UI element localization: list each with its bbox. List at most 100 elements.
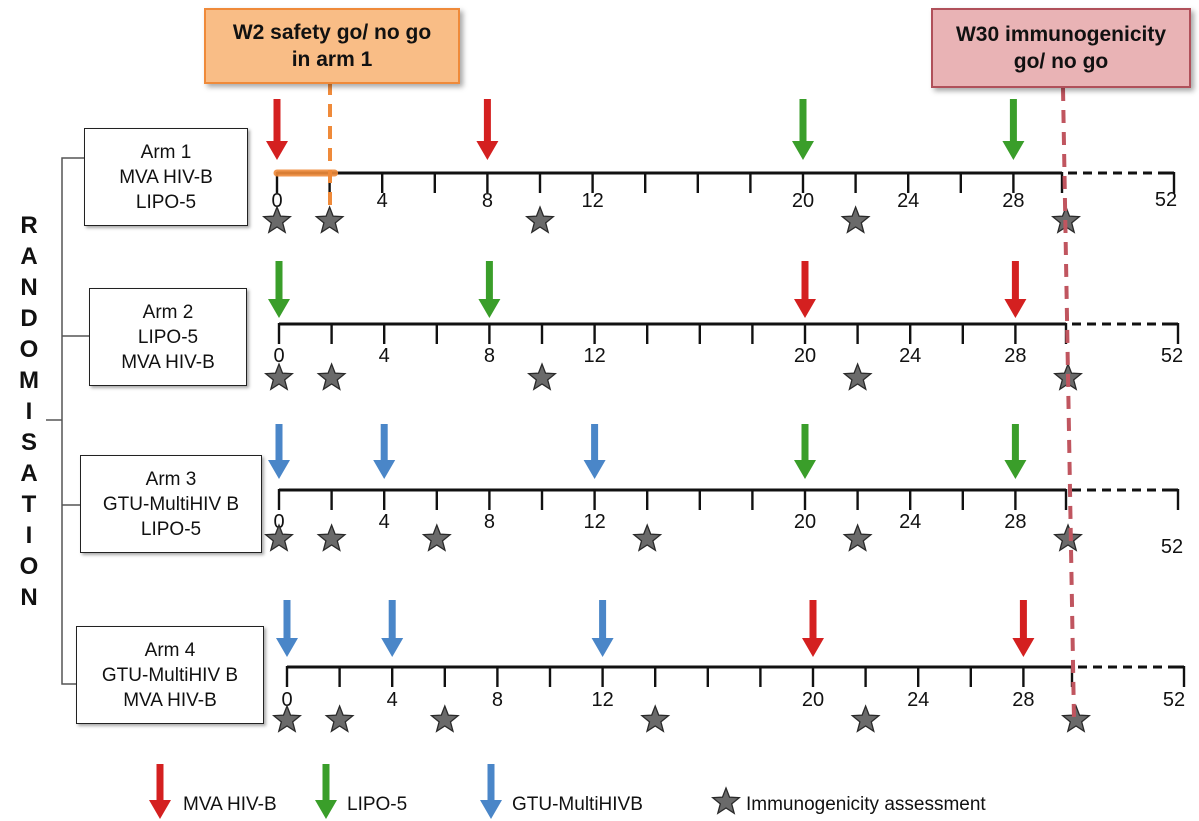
immunogenicity-star bbox=[632, 523, 663, 552]
rand-letter: N bbox=[20, 584, 38, 611]
arm-4-product-1: GTU-MultiHIV B bbox=[101, 664, 239, 686]
mva-injection-arrow bbox=[266, 99, 288, 160]
mva-injection-arrow bbox=[1004, 261, 1027, 318]
immunogenicity-star bbox=[272, 704, 302, 733]
week-label: 52 bbox=[1155, 189, 1177, 211]
w2-box-line2: in arm 1 bbox=[291, 48, 373, 71]
immunogenicity-star bbox=[264, 362, 294, 391]
arm-4-title: Arm 4 bbox=[144, 639, 196, 661]
week-label: 28 bbox=[1004, 511, 1026, 533]
week-label: 4 bbox=[387, 689, 398, 711]
week-label: 24 bbox=[899, 511, 921, 533]
immunogenicity-star bbox=[316, 523, 347, 552]
arm-1-timeline: 0 4 8 12 20 24 28 52 bbox=[262, 99, 1177, 234]
week-label: 12 bbox=[591, 689, 613, 711]
arm-1-box: Arm 1 MVA HIV-B LIPO-5 bbox=[84, 128, 248, 226]
week-label: 24 bbox=[899, 345, 921, 367]
gtu-injection-arrow bbox=[373, 424, 396, 479]
randomisation-bracket bbox=[46, 157, 89, 685]
legend-gtu-arrow bbox=[480, 764, 502, 819]
week-label: 4 bbox=[379, 345, 390, 367]
rand-letter: I bbox=[25, 522, 33, 549]
week-label: 20 bbox=[792, 190, 814, 212]
week-label: 0 bbox=[273, 345, 284, 367]
gtu-injection-arrow bbox=[583, 424, 606, 479]
week-label: 24 bbox=[897, 190, 919, 212]
rand-letter: M bbox=[19, 367, 39, 394]
immunogenicity-star bbox=[324, 704, 355, 733]
week-label: 4 bbox=[377, 190, 388, 212]
arm-timelines: 0 4 8 12 20 24 28 520 4 8 12 20 24 28 520 4 8 12 20 24 28520… bbox=[262, 99, 1186, 733]
immunogenicity-star bbox=[264, 523, 294, 552]
arm-2-box: Arm 2 LIPO-5 MVA HIV-B bbox=[89, 288, 247, 386]
gtu-injection-arrow bbox=[381, 600, 404, 657]
w2-safety-decision-box: W2 safety go/ no go in arm 1 bbox=[204, 8, 460, 84]
rand-letter: D bbox=[20, 305, 38, 332]
week-label: 0 bbox=[281, 689, 292, 711]
legend-star-label: Immunogenicity assessment bbox=[746, 794, 986, 815]
arm-1-title: Arm 1 bbox=[140, 141, 192, 163]
arm-3-product-2: LIPO-5 bbox=[140, 518, 202, 540]
w2-box-line1: W2 safety go/ no go bbox=[232, 21, 432, 44]
arm-4-product-2: MVA HIV-B bbox=[123, 689, 217, 711]
week-label: 8 bbox=[482, 190, 493, 212]
w30-box-line2: go/ no go bbox=[1013, 50, 1109, 73]
legend-mva-arrow bbox=[149, 764, 171, 819]
lipo-injection-arrow bbox=[478, 261, 501, 318]
lipo-injection-arrow bbox=[794, 424, 816, 479]
legend-mva-label: MVA HIV-B bbox=[183, 794, 277, 815]
immunogenicity-star bbox=[640, 704, 671, 733]
arm-3-title: Arm 3 bbox=[145, 468, 197, 490]
rand-letter: N bbox=[20, 274, 38, 301]
rand-letter: A bbox=[20, 243, 38, 270]
week-label: 52 bbox=[1161, 345, 1183, 367]
arm-4-timeline: 0 4 8 12 20 24 28 52 bbox=[272, 600, 1186, 733]
immunogenicity-star bbox=[1061, 704, 1091, 733]
immunogenicity-star bbox=[429, 704, 460, 733]
legend-star-icon bbox=[711, 786, 741, 815]
legend-lipo-label: LIPO-5 bbox=[347, 794, 407, 815]
arm-3-box: Arm 3 GTU-MultiHIV B LIPO-5 bbox=[80, 455, 262, 553]
week-label: 20 bbox=[802, 689, 824, 711]
arm-4-box: Arm 4 GTU-MultiHIV B MVA HIV-B bbox=[76, 626, 264, 724]
randomisation-label: R A N D O M I S A T I O N bbox=[14, 210, 44, 613]
bracket-spine bbox=[61, 157, 84, 685]
immunogenicity-star bbox=[1053, 523, 1083, 552]
week-label: 8 bbox=[484, 511, 495, 533]
mva-injection-arrow bbox=[794, 261, 816, 318]
immunogenicity-star bbox=[262, 205, 292, 234]
week-label: 52 bbox=[1163, 689, 1185, 711]
gtu-injection-arrow bbox=[591, 600, 614, 657]
immunogenicity-star bbox=[840, 205, 871, 234]
arm-2-title: Arm 2 bbox=[142, 301, 194, 323]
lipo-injection-arrow bbox=[792, 99, 814, 160]
w30-immunogenicity-line bbox=[1061, 87, 1076, 721]
decision-lines bbox=[328, 82, 1076, 721]
week-label: 8 bbox=[492, 689, 503, 711]
week-label: 20 bbox=[794, 511, 816, 533]
arm-2-product-1: LIPO-5 bbox=[137, 326, 199, 348]
rand-letter: R bbox=[20, 212, 38, 239]
week-label: 20 bbox=[794, 345, 816, 367]
w30-box-line1: W30 immunogenicity bbox=[955, 23, 1167, 46]
legend: MVA HIV-B LIPO-5 GTU-MultiHIVB Immunogenici… bbox=[149, 764, 986, 819]
immunogenicity-star bbox=[842, 523, 873, 552]
week-label: 28 bbox=[1004, 345, 1026, 367]
rand-letter: I bbox=[25, 398, 33, 425]
week-label: 28 bbox=[1002, 190, 1024, 212]
arm-2-timeline: 0 4 8 12 20 24 28 52 bbox=[264, 261, 1183, 391]
immunogenicity-star bbox=[525, 205, 555, 234]
legend-gtu-label: GTU-MultiHIVB bbox=[512, 794, 643, 815]
lipo-injection-arrow bbox=[1002, 99, 1025, 160]
immunogenicity-star bbox=[421, 523, 452, 552]
rand-letter: T bbox=[21, 491, 37, 518]
immunogenicity-star bbox=[850, 704, 881, 733]
immunogenicity-star bbox=[314, 205, 345, 234]
immunogenicity-star bbox=[316, 362, 347, 391]
lipo-injection-arrow bbox=[1004, 424, 1027, 479]
rand-letter: A bbox=[20, 460, 38, 487]
mva-injection-arrow bbox=[1012, 600, 1035, 657]
week-label: 12 bbox=[583, 345, 605, 367]
lipo-injection-arrow bbox=[268, 261, 290, 318]
w30-immunogenicity-decision-box: W30 immunogenicity go/ no go bbox=[931, 8, 1191, 88]
